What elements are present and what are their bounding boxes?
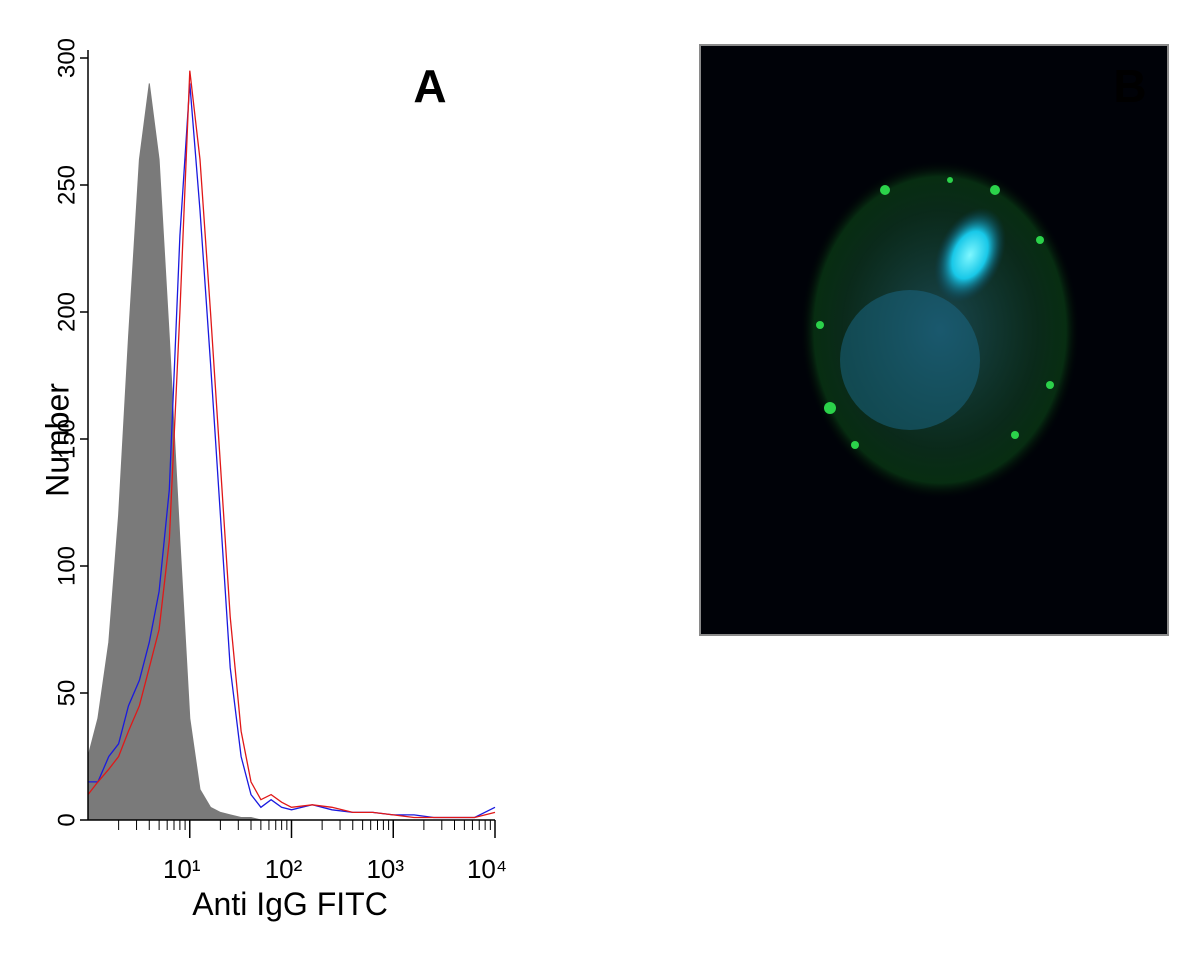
line bbox=[87, 70, 496, 819]
x-tick-label: 10² bbox=[265, 854, 303, 884]
panel-label: A bbox=[413, 60, 446, 112]
area bbox=[87, 83, 495, 821]
y-tick-label: 250 bbox=[53, 165, 80, 205]
y-axis-label: Number bbox=[39, 383, 75, 497]
x-tick-label: 10⁴ bbox=[467, 854, 507, 884]
y-tick-label: 50 bbox=[53, 680, 80, 707]
x-axis-label: Anti IgG FITC bbox=[192, 886, 388, 922]
y-tick-label: 0 bbox=[53, 813, 80, 826]
cytoplasm bbox=[840, 290, 980, 430]
puncta bbox=[816, 177, 1054, 449]
y-tick-label: 150 bbox=[53, 419, 80, 459]
y-tick-label: 200 bbox=[53, 292, 80, 332]
nucleus bbox=[934, 207, 1006, 303]
plot: 0 50 100 150 200 250 300 10¹ 10² 10³ 10⁴ bbox=[53, 38, 507, 884]
panel-b: B bbox=[699, 44, 1169, 636]
y-tick-label: 100 bbox=[53, 546, 80, 586]
y-tick-label: 300 bbox=[53, 38, 80, 78]
x-tick-label: 10³ bbox=[366, 854, 404, 884]
panel-label: B bbox=[1113, 60, 1146, 112]
x-tick-label: 10¹ bbox=[163, 854, 201, 884]
